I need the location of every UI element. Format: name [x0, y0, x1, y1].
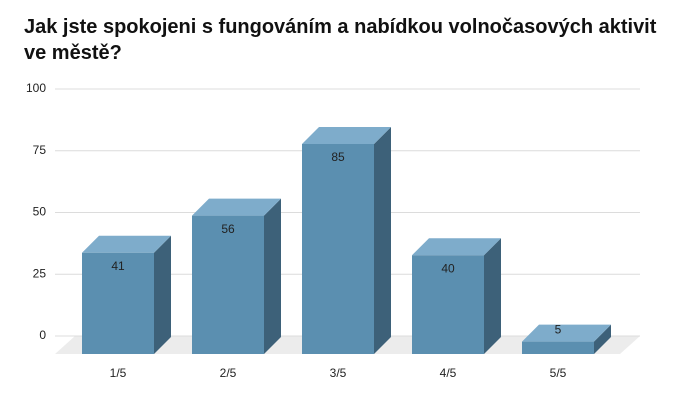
value-label: 85	[331, 150, 345, 164]
bar-top	[82, 235, 171, 253]
bar	[82, 235, 171, 354]
bar-top	[192, 198, 281, 216]
y-tick-label: 50	[33, 205, 47, 219]
value-label: 41	[111, 259, 125, 273]
bar-side	[154, 235, 171, 354]
bar	[522, 324, 611, 354]
value-label: 40	[441, 261, 455, 275]
bar-top	[412, 238, 501, 256]
bar-side	[264, 198, 281, 354]
bar-top	[522, 324, 611, 342]
bar-front	[522, 341, 594, 354]
bar-side	[374, 127, 391, 354]
bar-front	[192, 215, 264, 354]
bar-front	[412, 255, 484, 354]
chart-title: Jak jste spokojeni s fungováním a nabídk…	[24, 16, 657, 64]
x-tick-label: 2/5	[220, 366, 237, 380]
bar	[302, 127, 391, 354]
y-tick-label: 100	[26, 81, 46, 95]
y-tick-label: 75	[33, 143, 47, 157]
y-tick-label: 0	[39, 328, 46, 342]
bar-top	[302, 127, 391, 145]
x-tick-label: 1/5	[110, 366, 127, 380]
x-tick-label: 5/5	[550, 366, 567, 380]
bar	[192, 198, 281, 354]
y-tick-label: 25	[33, 266, 47, 280]
x-tick-label: 4/5	[440, 366, 457, 380]
bar-front	[302, 144, 374, 354]
bar-side	[484, 238, 501, 354]
x-tick-label: 3/5	[330, 366, 347, 380]
value-label: 5	[555, 322, 562, 336]
value-label: 56	[221, 222, 235, 236]
bar-front	[82, 252, 154, 354]
bar-side	[594, 324, 611, 354]
bar	[412, 238, 501, 354]
